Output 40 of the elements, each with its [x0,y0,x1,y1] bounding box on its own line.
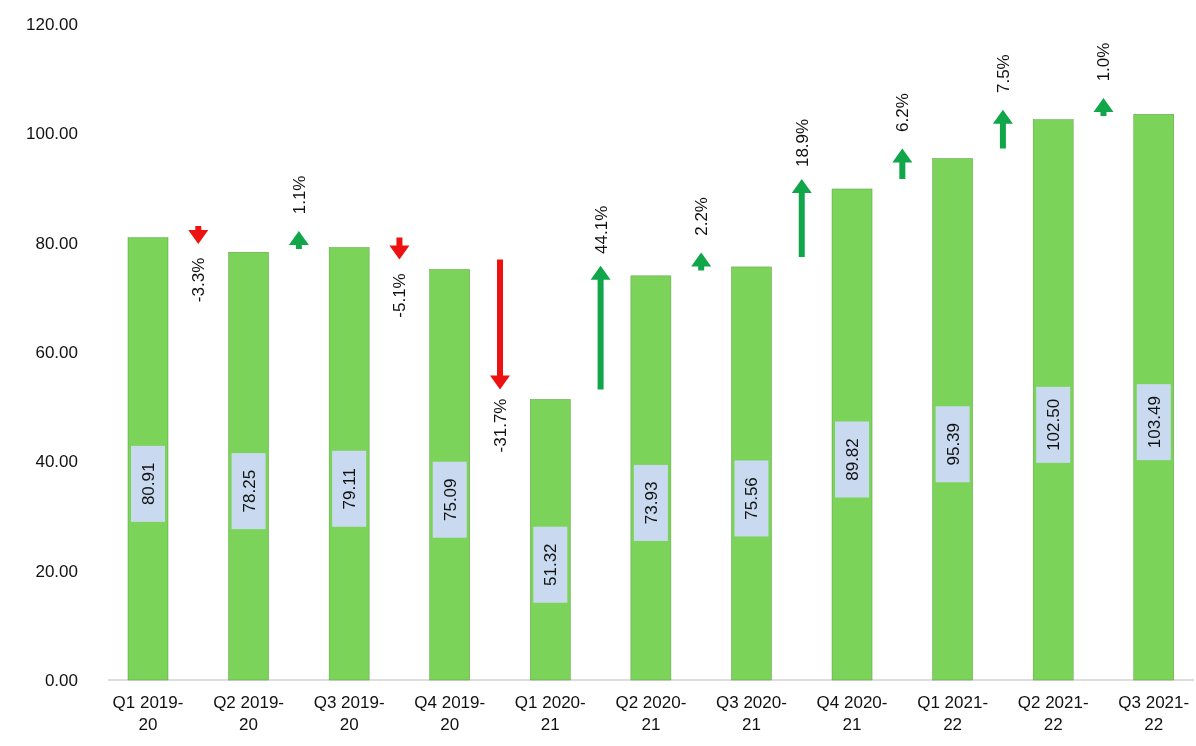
data-label: 78.25 [239,469,259,513]
y-tick-label: 80.00 [35,233,78,253]
annotation: 7.5% [993,54,1013,94]
y-tick-label: 120.00 [26,14,78,34]
data-label: 89.82 [842,438,862,481]
y-tick-label: 0.00 [44,670,78,690]
annotation: 18.9% [792,118,812,168]
annotation: -31.7% [490,398,510,453]
data-label: 73.93 [641,481,661,525]
data-label: 103.49 [1144,396,1164,449]
data-label: 80.91 [138,462,158,506]
x-tick-label: Q1 2021-22 [917,693,989,734]
annotation: 6.2% [893,93,913,132]
x-tick-label: Q2 2021-22 [1017,693,1089,734]
x-tick-label: Q3 2020-21 [716,693,787,734]
x-tick-label: Q3 2019-20 [313,693,385,734]
data-label: 75.09 [440,478,460,522]
annotation: -3.3% [189,257,209,303]
x-tick-label: Q1 2019-20 [112,693,184,734]
y-tick-label: 100.00 [26,124,78,144]
x-tick-label: Q2 2020-21 [615,693,687,734]
annotation: 44.1% [591,205,611,254]
annotation: 1.0% [1094,42,1114,82]
x-tick-label: Q4 2019-20 [414,693,486,734]
data-label: 102.50 [1044,398,1064,451]
annotation: 2.2% [692,197,712,236]
data-label: 75.56 [742,477,762,520]
data-label: 79.11 [340,468,360,510]
x-tick-label: Q1 2020-21 [514,693,586,734]
y-tick-label: 40.00 [35,452,78,472]
data-label: 95.39 [943,422,963,466]
annotation: -5.1% [390,273,410,318]
x-tick-label: Q3 2021-22 [1118,693,1190,734]
annotation: 1.1% [289,175,309,215]
y-tick-label: 60.00 [35,342,78,362]
y-tick-label: 20.00 [35,561,78,581]
bar [1133,114,1175,681]
data-label: 51.32 [541,543,561,586]
x-tick-label: Q4 2020-21 [816,693,888,734]
x-tick-label: Q2 2019-20 [213,693,285,734]
